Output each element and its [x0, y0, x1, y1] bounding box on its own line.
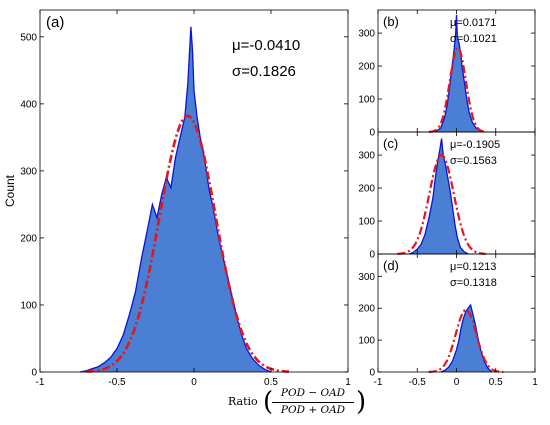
- y-tick-label: 200: [358, 304, 375, 315]
- panel-a: 0 100 200 300 400 500 -1 -0.5 0 0.5 1 Count (a) μ=-0.…: [3, 9, 351, 388]
- mu-annotation: μ=-0.1905: [450, 139, 500, 151]
- x-tick-label: 0.5: [264, 377, 278, 388]
- y-tick-label: 0: [31, 368, 37, 379]
- y-tick-label: 300: [358, 272, 375, 283]
- panel-label: (d): [383, 258, 399, 273]
- gaussian-fit-curve: [86, 114, 289, 373]
- y-tick-label: 100: [20, 300, 37, 311]
- x-tick-label: 0.5: [489, 377, 503, 388]
- y-tick-label: 200: [20, 233, 37, 244]
- x-axis-label-paren-right: ): [356, 387, 367, 417]
- y-tick-label: 300: [20, 166, 37, 177]
- y-tick-label: 200: [358, 62, 375, 73]
- sigma-annotation: σ=0.1318: [450, 277, 497, 289]
- x-axis-label-paren-left: (: [263, 387, 274, 417]
- y-tick-label: 0: [369, 368, 375, 379]
- x-axis-label-prefix: Ratio: [228, 395, 258, 408]
- panel-label: (b): [383, 14, 399, 29]
- y-axis-label: Count: [3, 174, 17, 207]
- mu-annotation: μ=0.0171: [450, 17, 496, 29]
- x-tick-label: -0.5: [108, 377, 126, 388]
- histogram-fill: [432, 14, 484, 132]
- gaussian-fit-curve: [397, 153, 486, 255]
- histogram-outline: [440, 303, 493, 373]
- histogram-fill: [80, 26, 271, 373]
- x-tick-label: 0: [454, 377, 460, 388]
- y-tick-label: 500: [20, 32, 37, 43]
- sigma-annotation: σ=0.1021: [450, 33, 497, 45]
- y-tick-label: 100: [358, 217, 375, 228]
- x-tick-label: -1: [36, 377, 45, 388]
- histogram-fill: [440, 305, 492, 372]
- mu-annotation: μ=-0.0410: [232, 37, 300, 54]
- mu-annotation: μ=0.1213: [450, 261, 496, 273]
- x-axis-label-numerator: POD − OAD: [280, 387, 346, 399]
- sigma-annotation: σ=0.1826: [232, 63, 296, 80]
- histogram-fill: [409, 138, 469, 254]
- y-tick-label: 400: [20, 99, 37, 110]
- y-tick-label: 0: [369, 250, 375, 261]
- x-axis-label: Ratio ( POD − OAD POD + OAD ): [228, 383, 378, 423]
- y-tick-label: 300: [358, 29, 375, 40]
- panel-label: (a): [46, 14, 64, 31]
- y-tick-label: 300: [358, 151, 375, 162]
- y-tick-label: 100: [358, 336, 375, 347]
- x-tick-label: 1: [345, 377, 351, 388]
- x-tick-label: -1: [374, 377, 383, 388]
- panel-b: 0 100 200 300 (b) μ=0.0171 σ=0.1021: [358, 9, 536, 139]
- x-tick-label: 1: [532, 377, 538, 388]
- x-axis-label-denominator: POD + OAD: [280, 404, 346, 416]
- histogram-outline: [432, 14, 485, 133]
- panel-label: (c): [383, 136, 398, 151]
- y-tick-label: 0: [369, 128, 375, 139]
- panel-d: 0 100 200 300 -1 -0.5 0 0.5 1 (d) μ=0.1213 σ=0.1318: [358, 253, 538, 388]
- y-tick-label: 200: [358, 184, 375, 195]
- histogram-outline: [409, 138, 469, 255]
- sigma-annotation: σ=0.1563: [450, 155, 497, 167]
- gaussian-fit-curve: [428, 46, 487, 133]
- x-tick-label: -0.5: [409, 377, 427, 388]
- x-axis-label-fraction-bar: [272, 402, 354, 403]
- y-tick-label: 100: [358, 95, 375, 106]
- x-tick-label: 0: [191, 377, 197, 388]
- panel-c: 0 100 200 300 (c) μ=-0.1905 σ=0.1563: [358, 131, 536, 261]
